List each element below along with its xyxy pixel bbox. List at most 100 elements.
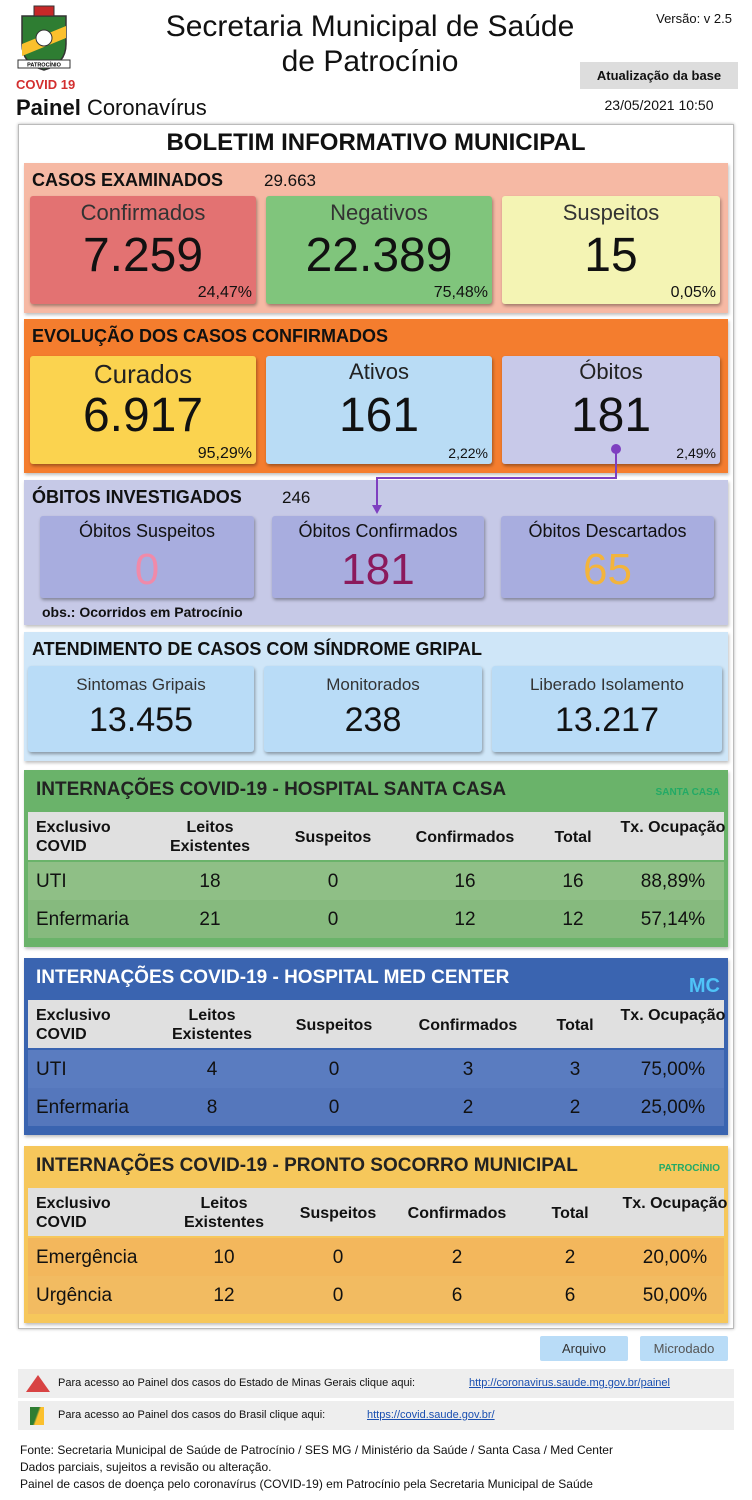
link-url[interactable]: https://covid.saude.gov.br/ xyxy=(367,1409,495,1421)
card-label: Óbitos Descartados xyxy=(528,521,687,541)
column-header: Tx. Ocupação xyxy=(620,819,726,836)
title-line2: de Patrocínio xyxy=(281,45,459,78)
table-header xyxy=(28,812,724,860)
column-header: Tx. Ocupação xyxy=(620,1007,726,1024)
table-cell: Emergência xyxy=(36,1247,138,1268)
button-label[interactable]: Arquivo xyxy=(561,1341,607,1356)
table-cell: 18 xyxy=(199,871,221,892)
stat-card xyxy=(266,196,492,304)
column-header: Suspeitos xyxy=(294,829,372,846)
connector xyxy=(372,444,621,514)
table-cell: 0 xyxy=(327,871,339,892)
link-url[interactable]: http://coronavirus.saude.mg.gov.br/paine… xyxy=(469,1377,670,1389)
title-line1: Secretaria Municipal de Saúde xyxy=(165,10,575,43)
hospital-logo: SANTA CASA xyxy=(655,787,720,798)
card-value: 181 xyxy=(341,545,415,594)
table-cell: 0 xyxy=(327,909,339,930)
table-header xyxy=(28,1188,724,1236)
table-cell: 16 xyxy=(562,871,584,892)
hospital-logo: PATROCÍNIO xyxy=(658,1163,720,1174)
column-header: Total xyxy=(551,1205,589,1222)
table-cell: 3 xyxy=(462,1059,474,1080)
table-cell: 12 xyxy=(562,909,584,930)
stat-card xyxy=(502,356,720,464)
link-text: Para acesso ao Painel dos casos do Estad… xyxy=(58,1377,416,1389)
table-cell: UTI xyxy=(36,1059,67,1080)
card-value: 13.455 xyxy=(89,701,193,739)
column-header: Confirmados xyxy=(418,1017,518,1034)
table-cell: 0 xyxy=(332,1285,344,1306)
table-cell: 6 xyxy=(451,1285,463,1306)
link-icon xyxy=(30,1407,44,1425)
column-header: Confirmados xyxy=(415,829,515,846)
card-value: 0 xyxy=(134,545,160,594)
version: Versão: v 2.5 xyxy=(656,11,732,26)
card-value: 161 xyxy=(338,389,420,442)
stat-card xyxy=(502,196,720,304)
card-label: Monitorados xyxy=(326,675,420,694)
table-cell: 21 xyxy=(199,909,221,930)
column-header: Leitos Existentes xyxy=(183,1195,265,1231)
link-text: Para acesso ao Painel dos casos do Brasi… xyxy=(58,1409,326,1421)
covid-label: COVID 19 xyxy=(16,77,76,92)
bulletin-title: BOLETIM INFORMATIVO MUNICIPAL xyxy=(166,129,586,156)
card-percent: 75,48% xyxy=(433,284,488,301)
city-logo: PATROCÍNIO xyxy=(17,5,71,71)
table-cell: 3 xyxy=(569,1059,581,1080)
section-title: EVOLUÇÃO DOS CASOS CONFIRMADOS xyxy=(32,326,389,346)
card-percent: 2,22% xyxy=(448,445,488,461)
table-cell: Urgência xyxy=(36,1285,113,1306)
section-title: INTERNAÇÕES COVID-19 - HOSPITAL MED CENT… xyxy=(36,967,510,988)
card-label: Sintomas Gripais xyxy=(76,675,206,694)
table-cell: 12 xyxy=(213,1285,235,1306)
table-cell: 16 xyxy=(454,871,476,892)
button[interactable] xyxy=(640,1336,728,1361)
update-label: Atualização da base xyxy=(596,68,722,83)
stat-card xyxy=(501,516,714,598)
update-box xyxy=(580,62,738,89)
card-label: Ativos xyxy=(349,359,409,384)
table-row xyxy=(28,900,724,938)
panel-bold: Painel xyxy=(16,95,81,120)
stat-card xyxy=(40,516,254,598)
card-label: Óbitos Suspeitos xyxy=(78,521,216,541)
table-cell: 57,14% xyxy=(640,909,706,930)
update-date: 23/05/2021 10:50 xyxy=(604,97,714,113)
stat-card xyxy=(264,666,482,752)
table-cell: 4 xyxy=(206,1059,218,1080)
card-value: 65 xyxy=(583,545,632,594)
table-cell: 0 xyxy=(328,1097,340,1118)
stat-card xyxy=(266,356,492,464)
button[interactable] xyxy=(540,1336,628,1361)
table-cell: 50,00% xyxy=(642,1285,708,1306)
card-label: Curados xyxy=(93,359,193,389)
stat-card xyxy=(28,666,254,752)
card-value: 13.217 xyxy=(555,701,659,739)
table-cell: 12 xyxy=(454,909,476,930)
card-percent: 2,49% xyxy=(676,445,716,461)
hospital-logo: MC xyxy=(688,975,720,997)
table-cell: 0 xyxy=(332,1247,344,1268)
table-cell: UTI xyxy=(36,871,67,892)
button-label[interactable]: Microdado xyxy=(653,1341,715,1356)
section-title: ÓBITOS INVESTIGADOS xyxy=(32,487,242,507)
card-value: 181 xyxy=(570,389,652,442)
section-title: INTERNAÇÕES COVID-19 - PRONTO SOCORRO MU… xyxy=(36,1155,578,1176)
column-header: Confirmados xyxy=(407,1205,507,1222)
card-value: 238 xyxy=(344,701,402,739)
card-percent: 95,29% xyxy=(197,445,252,462)
table-header xyxy=(28,1000,724,1048)
column-header: Exclusivo COVID xyxy=(36,1007,111,1043)
table-cell: 25,00% xyxy=(640,1097,706,1118)
panel-rest: Coronavírus xyxy=(86,95,207,120)
table-cell: 2 xyxy=(569,1097,581,1118)
table-cell: 6 xyxy=(564,1285,576,1306)
table-row xyxy=(28,1050,724,1088)
table-cell: 2 xyxy=(451,1247,463,1268)
column-header: Total xyxy=(554,829,592,846)
stat-card xyxy=(30,196,256,304)
card-label: Óbitos Confirmados xyxy=(298,521,458,541)
deaths-note: obs.: Ocorridos em Patrocínio xyxy=(42,604,243,620)
card-label: Suspeitos xyxy=(562,200,660,225)
